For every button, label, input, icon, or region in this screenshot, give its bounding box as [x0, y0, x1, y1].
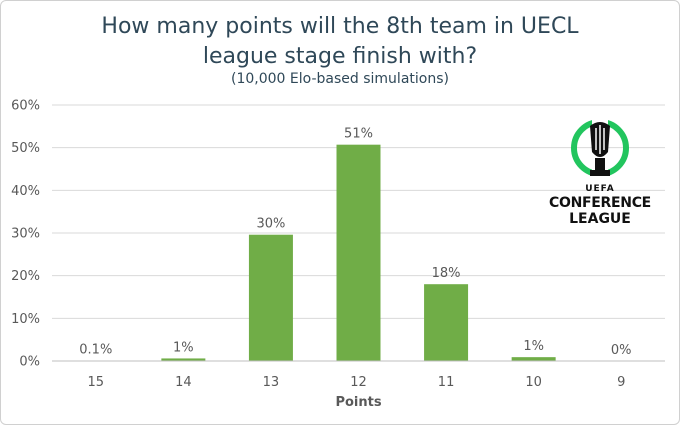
y-tick-label: 20% [11, 269, 40, 284]
data-label: 0.1% [79, 343, 112, 358]
x-tick-label: 10 [525, 375, 542, 390]
bar [336, 144, 381, 361]
y-tick-label: 50% [11, 141, 40, 156]
x-tick-label: 15 [88, 375, 105, 390]
conference-league-logo: UEFA CONFERENCE LEAGUE [540, 112, 660, 230]
data-label: 51% [344, 127, 373, 142]
logo-text-uefa: UEFA [585, 184, 615, 194]
logo-text-conference: CONFERENCE [549, 195, 651, 211]
x-tick-label: 9 [617, 375, 625, 390]
chart-subtitle: (10,000 Elo-based simulations) [231, 71, 449, 87]
y-tick-label: 40% [11, 184, 40, 199]
y-tick-label: 10% [11, 312, 40, 327]
data-label: 0% [611, 343, 632, 358]
y-tick-label: 60% [11, 99, 40, 114]
bar [424, 284, 469, 361]
y-tick-label: 30% [11, 227, 40, 242]
bar [248, 234, 293, 361]
data-label: 1% [523, 339, 544, 354]
bar [511, 357, 556, 361]
x-tick-label: 11 [438, 375, 455, 390]
data-label: 18% [432, 266, 461, 281]
trophy-logo-icon [571, 116, 629, 180]
bar [161, 358, 206, 361]
chart-title-line-1: How many points will the 8th team in UEC… [101, 14, 579, 39]
data-label: 1% [173, 340, 194, 355]
x-tick-label: 12 [350, 375, 367, 390]
logo-text-league: LEAGUE [569, 211, 631, 227]
y-tick-label: 0% [19, 355, 40, 370]
chart-title-line-2: league stage finish with? [202, 44, 478, 69]
x-axis-title: Points [335, 395, 381, 410]
x-tick-label: 14 [175, 375, 192, 390]
x-tick-label: 13 [263, 375, 280, 390]
data-label: 30% [256, 217, 285, 232]
